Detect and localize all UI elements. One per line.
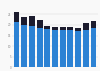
Bar — [90, 28, 96, 67]
Bar — [37, 20, 42, 28]
Bar — [14, 12, 20, 22]
Bar — [37, 28, 42, 67]
Bar — [44, 29, 50, 67]
Bar — [83, 23, 89, 30]
Bar — [21, 17, 27, 25]
Bar — [14, 22, 20, 67]
Bar — [52, 30, 58, 67]
Bar — [68, 30, 73, 67]
Bar — [21, 25, 27, 67]
Bar — [60, 27, 66, 30]
Bar — [90, 21, 96, 28]
Bar — [60, 30, 66, 67]
Bar — [68, 27, 73, 30]
Bar — [75, 31, 81, 67]
Bar — [83, 30, 89, 67]
Bar — [75, 28, 81, 31]
Bar — [44, 26, 50, 29]
Bar — [52, 27, 58, 30]
Bar — [29, 26, 35, 67]
Bar — [29, 16, 35, 26]
